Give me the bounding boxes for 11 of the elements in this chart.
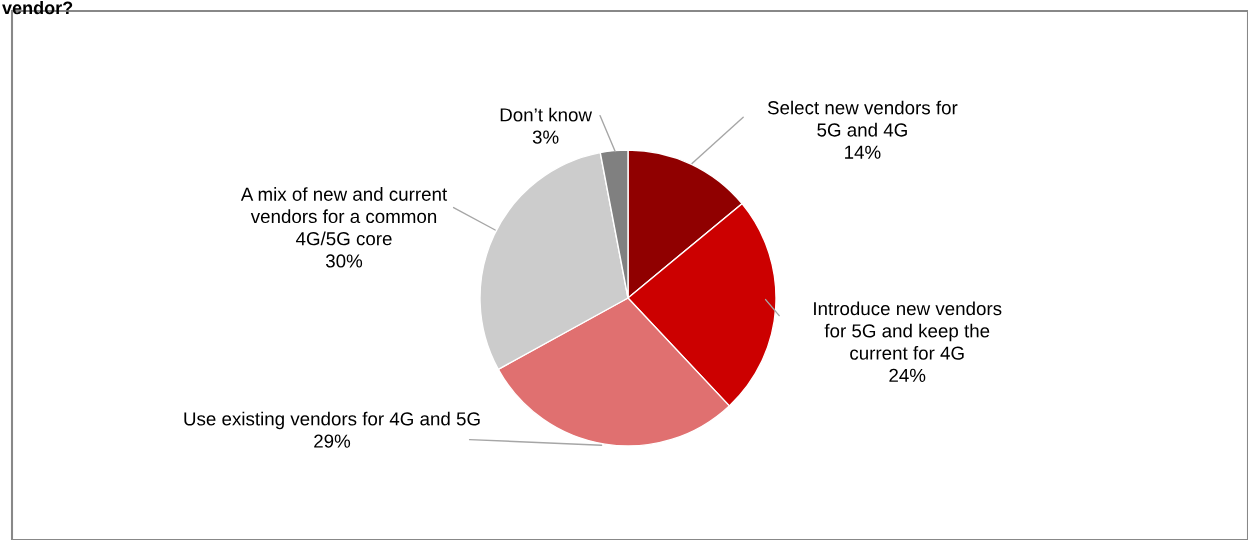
data-label: 29% xyxy=(314,434,351,448)
slice-label: A mix of new and current vendors for a common 4G/5G core xyxy=(240,187,448,246)
slice-label: Use existing vendors for 4G and 5G xyxy=(184,411,480,430)
data-label: 3% xyxy=(532,130,559,144)
text: vendor? xyxy=(2,1,73,15)
data-label: 30% xyxy=(325,254,363,268)
data-label: 14% xyxy=(845,145,881,159)
slice-label: Select new vendors for 5G and 4G xyxy=(767,100,958,137)
slice-label: Introduce new vendors for 5G and keep the current for 4G xyxy=(814,301,1002,360)
data-label: 24% xyxy=(889,368,926,382)
slice-label: Don’t know xyxy=(500,107,593,122)
